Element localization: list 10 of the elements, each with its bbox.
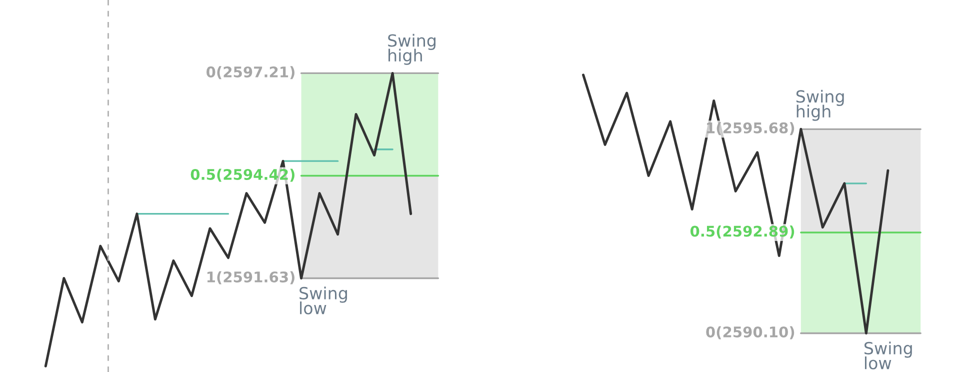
annotation: Swing high [388,34,436,65]
annotation: 0(2597.21) [206,66,294,80]
annotation: 1(2591.63) [207,271,294,284]
annotation: 0(2590.10) [706,326,794,340]
annotation: 0.5(2594.42) [190,168,294,182]
annotation: Swing low [864,342,912,370]
annotation: Swing high [796,90,844,121]
annotation: 1(2595.68) [707,122,794,136]
annotation: 0.5(2592.89) [690,225,794,238]
annotation: Swing low [300,286,347,314]
